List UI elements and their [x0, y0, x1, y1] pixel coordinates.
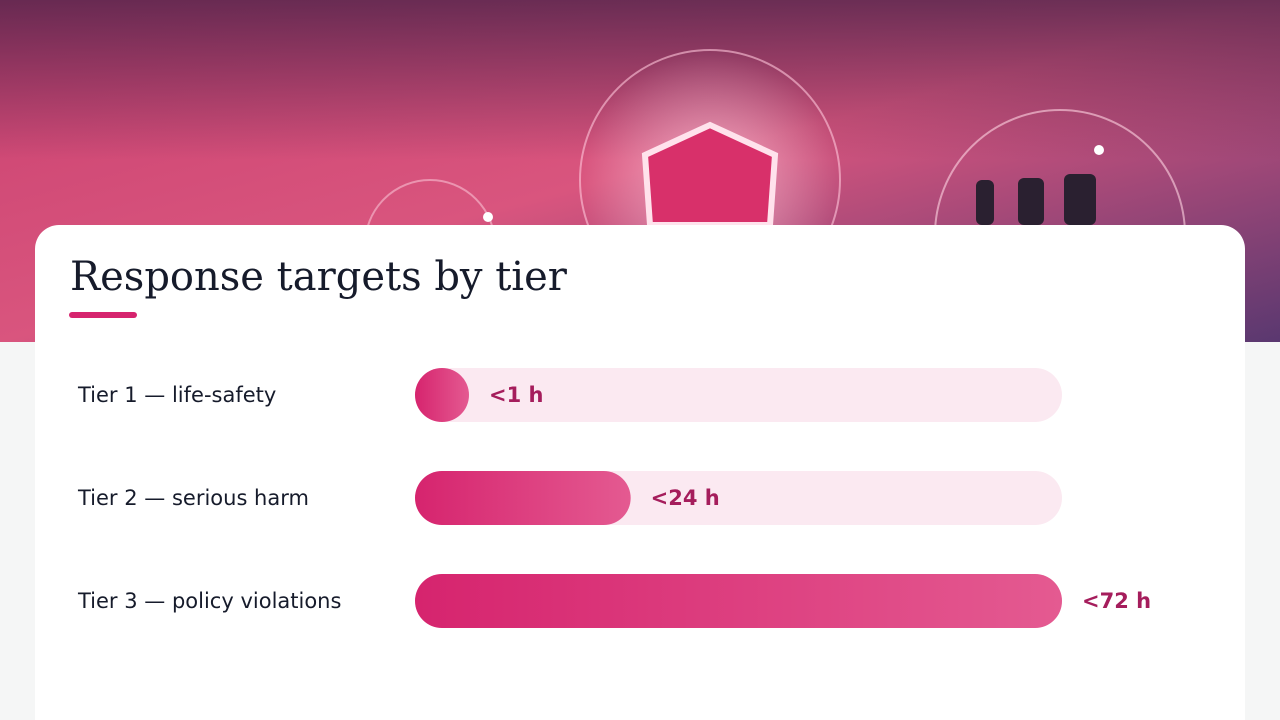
category-label: Tier 1 — life-safety: [77, 383, 276, 407]
bar-track: [415, 368, 1062, 422]
value-label: <24 h: [651, 486, 720, 510]
bar: [415, 368, 469, 422]
title-underline: [69, 312, 137, 318]
value-label: <1 h: [489, 383, 543, 407]
chart-title: Response targets by tier: [70, 254, 568, 300]
bar: [415, 574, 1062, 628]
category-label: Tier 3 — policy violations: [77, 589, 341, 613]
bar: [415, 471, 631, 525]
value-label: <72 h: [1082, 589, 1151, 613]
category-label: Tier 2 — serious harm: [77, 486, 309, 510]
